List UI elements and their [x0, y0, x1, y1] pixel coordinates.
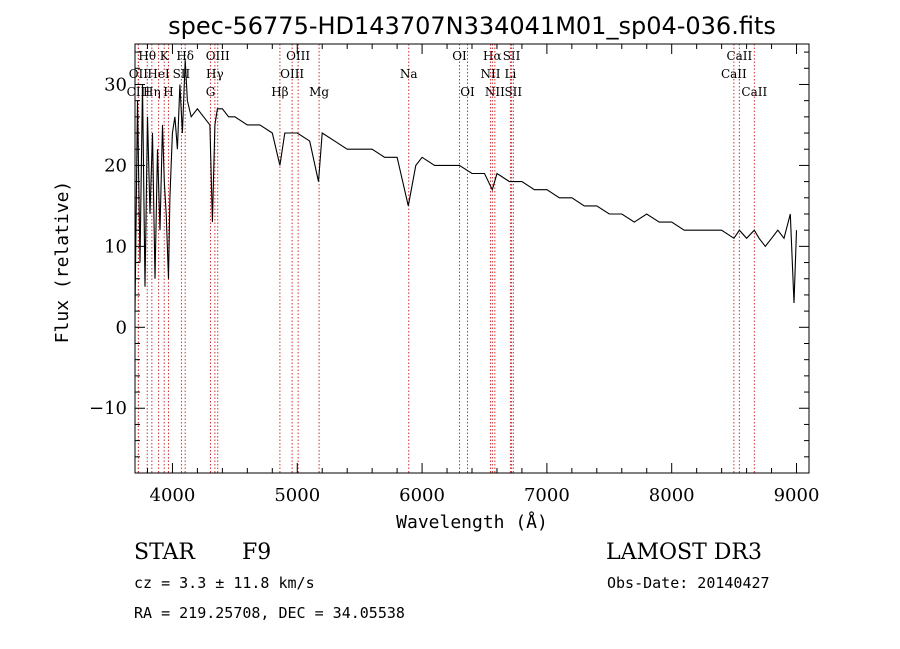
line-label-15: Mg — [309, 85, 329, 99]
line-label-5: Hη — [143, 85, 161, 99]
x-axis-label: Wavelength (Å) — [396, 511, 548, 533]
x-tick-label-3: 7000 — [524, 485, 570, 506]
line-label-24: SII — [504, 85, 522, 99]
line-label-0: Hθ — [138, 49, 156, 63]
line-label-4: HeI — [147, 67, 170, 81]
survey-name: LAMOST DR3 — [606, 540, 762, 565]
line-label-23: Li — [505, 67, 517, 81]
line-label-25: CaII — [726, 49, 752, 63]
y-tick-label-1: 0 — [116, 317, 127, 338]
y-axis: −10 0 10 20 30 — [89, 51, 809, 458]
y-tick-label-4: 30 — [104, 74, 127, 95]
x-tick-label-5: 9000 — [774, 485, 820, 506]
line-label-7: SII — [173, 67, 191, 81]
object-class: STAR — [134, 540, 195, 565]
coordinates: RA = 219.25708, DEC = 34.05538 — [134, 604, 405, 622]
line-label-2: CIII — [127, 85, 151, 99]
x-tick-label-4: 8000 — [649, 485, 695, 506]
chart-title: spec-56775-HD143707N334041M01_sp04-036.f… — [168, 12, 776, 40]
x-tick-label-1: 5000 — [274, 485, 320, 506]
line-label-18: OI — [460, 85, 475, 99]
line-label-1: OII — [129, 67, 149, 81]
line-label-3: K — [160, 49, 170, 63]
line-label-17: OI — [452, 49, 467, 63]
observation-date: Obs-Date: 20140427 — [607, 574, 770, 592]
spectrum-series-flux — [134, 60, 798, 312]
plot-frame — [134, 43, 810, 474]
line-label-16: Na — [400, 67, 418, 81]
line-label-10: Hγ — [206, 67, 224, 81]
line-label-22: SII — [503, 49, 521, 63]
line-label-13: OIII — [280, 67, 304, 81]
line-label-27: CaII — [741, 85, 767, 99]
y-tick-label-0: −10 — [89, 398, 127, 419]
line-label-20: NII — [480, 67, 500, 81]
line-label-21: NII — [485, 85, 505, 99]
line-label-12: OIII — [286, 49, 310, 63]
line-label-26: CaII — [721, 67, 747, 81]
line-label-14: Hβ — [271, 85, 288, 99]
redshift-cz: cz = 3.3 ± 11.8 km/s — [134, 574, 315, 592]
line-label-6: Hδ — [176, 49, 194, 63]
object-subclass: F9 — [242, 540, 272, 565]
x-tick-label-2: 6000 — [399, 485, 445, 506]
line-label-19: Hα — [483, 49, 502, 63]
line-label-11: G — [206, 85, 216, 99]
x-axis: 4000 5000 6000 7000 8000 9000 — [146, 44, 820, 506]
y-tick-label-3: 20 — [104, 155, 127, 176]
x-tick-label-0: 4000 — [150, 485, 196, 506]
line-label-8: H — [163, 85, 173, 99]
y-tick-label-2: 10 — [104, 236, 127, 257]
y-axis-label: Flux (relative) — [52, 181, 73, 344]
line-label-9: OIII — [206, 49, 230, 63]
